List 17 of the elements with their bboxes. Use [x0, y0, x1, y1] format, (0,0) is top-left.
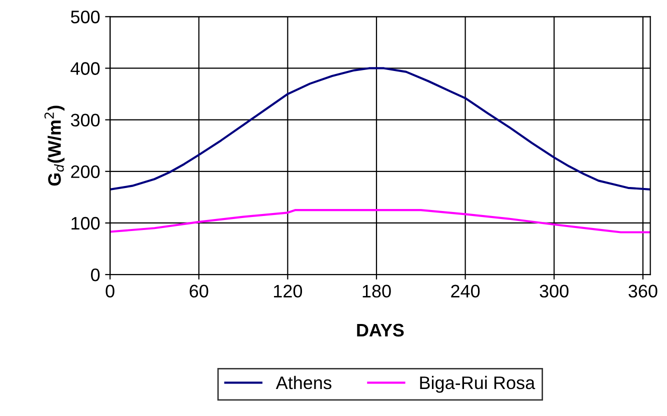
x-tick-label: 60	[190, 284, 208, 298]
y-tick-label: 400	[70, 62, 100, 75]
y-axis-title: G$_{d}$(W/m$^{2}$)	[44, 106, 64, 186]
legend-label: Biga-Rui Rosa	[420, 376, 536, 393]
x-tick-label: 360	[628, 284, 658, 298]
x-tick-label: 300	[540, 284, 568, 298]
x-tick-label: 240	[451, 284, 480, 298]
x-axis-title: DAYS	[357, 324, 404, 337]
x-tick-label: 180	[362, 284, 391, 298]
x-tick-label: 0	[106, 284, 114, 298]
legend-label: Athens	[276, 376, 332, 390]
y-tick-label: 100	[72, 216, 100, 230]
y-tick-label: 500	[70, 10, 100, 24]
x-tick-label: 120	[274, 284, 302, 298]
y-tick-label: 300	[70, 114, 100, 127]
y-tick-label: 0	[90, 268, 100, 282]
y-tick-label: 200	[71, 165, 100, 178]
